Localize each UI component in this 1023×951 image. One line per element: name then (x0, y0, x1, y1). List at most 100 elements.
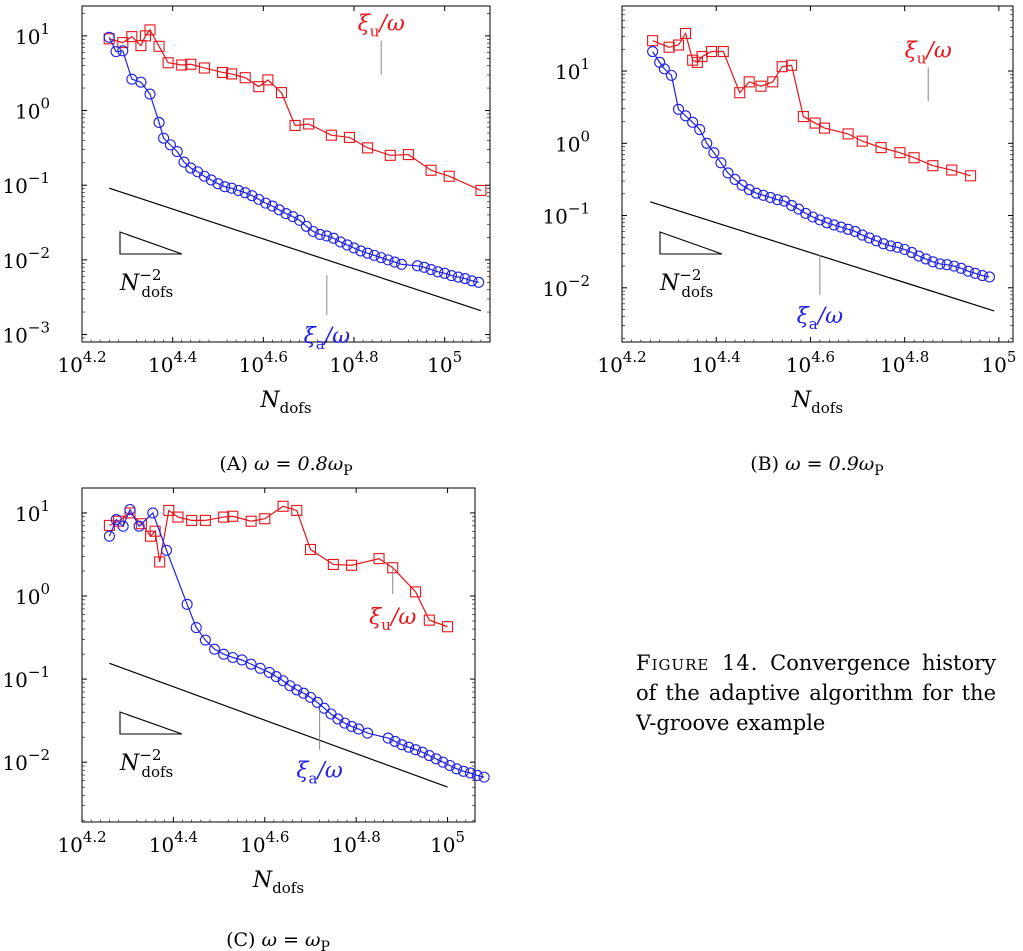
x-tick-exponent: 4.6 (811, 348, 835, 366)
y-tick-label: 10−1 (2, 169, 50, 198)
data-point-circle (969, 267, 981, 279)
x-tick-base: 10 (786, 353, 811, 377)
x-tick-base: 10 (332, 833, 357, 857)
data-point-circle (311, 696, 323, 708)
x-tick-base: 10 (427, 353, 452, 377)
y-tick-exponent: −3 (28, 319, 50, 337)
data-point-circle (849, 225, 861, 237)
data-point-circle (153, 116, 165, 129)
x-tick-label: 105 (981, 348, 1016, 377)
data-point-circle (110, 45, 122, 58)
x-axis-label: Ndofs (252, 868, 304, 897)
x-tick-exponent: 4.8 (357, 828, 381, 846)
data-point-circle (260, 197, 272, 209)
data-point-circle (124, 504, 136, 516)
y-tick-base: 10 (555, 132, 580, 156)
data-point-circle (444, 759, 456, 772)
data-point-circle (190, 622, 202, 634)
x-tick-base: 10 (692, 353, 717, 377)
data-point-square (259, 513, 271, 525)
data-point-circle (425, 264, 437, 276)
data-point-circle (680, 110, 692, 122)
chart-panel-a: 104.2 104.4 104.6 104.8 10510−310−210−110010… (2, 5, 491, 479)
data-point-circle (459, 272, 471, 285)
series-label-sub: a (316, 335, 325, 353)
reference-rate-line (109, 187, 482, 312)
data-point-square (126, 31, 138, 43)
y-tick-label: 10−2 (2, 746, 50, 775)
x-tick-exponent: 5 (1007, 348, 1017, 366)
data-point-circle (458, 765, 470, 777)
data-point-square (786, 59, 798, 71)
x-tick-base: 10 (57, 833, 82, 857)
data-point-circle (355, 245, 367, 257)
series-label-tail: /ω (924, 38, 951, 63)
y-tick-label: 100 (15, 580, 50, 609)
panel-caption: (B) ω = 0.9ωP (750, 453, 883, 479)
series-label-base: ξ (905, 38, 919, 63)
series-label-tail: /ω (323, 324, 350, 349)
chart-panel-c: 104.2 104.4 104.6 104.8 10510−210−1100101Ndo… (2, 487, 490, 951)
data-point-circle (722, 167, 734, 179)
panel-caption-sub: P (343, 463, 352, 479)
data-point-circle (147, 507, 159, 519)
data-point-circle (437, 756, 449, 768)
x-tick-label: 104.2 (57, 348, 106, 377)
data-point-circle (239, 187, 251, 199)
data-point-circle (160, 544, 173, 556)
rate-label-sub: dofs (141, 763, 173, 781)
data-point-square (303, 118, 315, 130)
data-point-square (647, 35, 659, 47)
y-tick-label: 101 (15, 497, 50, 526)
y-tick-exponent: 0 (580, 127, 590, 145)
data-point-circle (382, 732, 394, 744)
rate-triangle (119, 711, 183, 735)
y-tick-base: 10 (2, 324, 27, 348)
data-point-circle (892, 241, 904, 253)
data-point-circle (185, 162, 197, 174)
y-tick-base: 10 (555, 60, 580, 84)
x-tick-exponent: 4.4 (173, 348, 197, 366)
x-tick-label: 104.8 (332, 828, 381, 857)
data-point-circle (158, 132, 170, 144)
data-point-circle (432, 266, 444, 278)
data-point-circle (899, 243, 911, 256)
data-point-circle (466, 275, 478, 287)
data-point-circle (103, 31, 115, 43)
y-tick-exponent: 1 (40, 20, 50, 38)
data-point-circle (321, 230, 333, 242)
data-point-circle (198, 170, 210, 182)
data-point-square (144, 24, 156, 36)
panel-caption: (C) ω = ωP (226, 929, 330, 951)
x-tick-exponent: 4.2 (83, 348, 107, 366)
data-point-square (176, 59, 188, 71)
data-point-circle (821, 217, 833, 229)
y-tick-exponent: 1 (40, 497, 50, 515)
panel-caption-sub: P (320, 939, 329, 951)
data-point-circle (694, 124, 706, 136)
data-point-circle (976, 269, 988, 282)
data-point-circle (439, 267, 451, 279)
data-point-square (362, 142, 374, 154)
data-point-square (797, 111, 809, 123)
data-point-square (226, 68, 238, 80)
y-tick-label: 10−1 (2, 663, 50, 692)
data-point-circle (856, 229, 868, 241)
rate-label: N−2 dofs (119, 266, 173, 301)
series-label-tail: /ω (315, 759, 342, 784)
data-point-circle (941, 259, 953, 271)
data-point-circle (771, 194, 784, 206)
series-label: ξa/ω (296, 759, 342, 788)
x-axis-label-base: N (259, 388, 280, 413)
x-tick-base: 10 (597, 353, 622, 377)
y-tick-label: 100 (555, 127, 590, 156)
data-point-square (153, 40, 165, 52)
y-tick-base: 10 (15, 502, 40, 526)
plot-frame (621, 5, 1014, 343)
data-point-circle (715, 157, 727, 169)
y-tick-base: 10 (2, 751, 27, 775)
data-point-square (163, 504, 175, 516)
series-line (652, 51, 990, 278)
series-label-tail: /ω (816, 304, 843, 329)
series-line (652, 31, 971, 177)
